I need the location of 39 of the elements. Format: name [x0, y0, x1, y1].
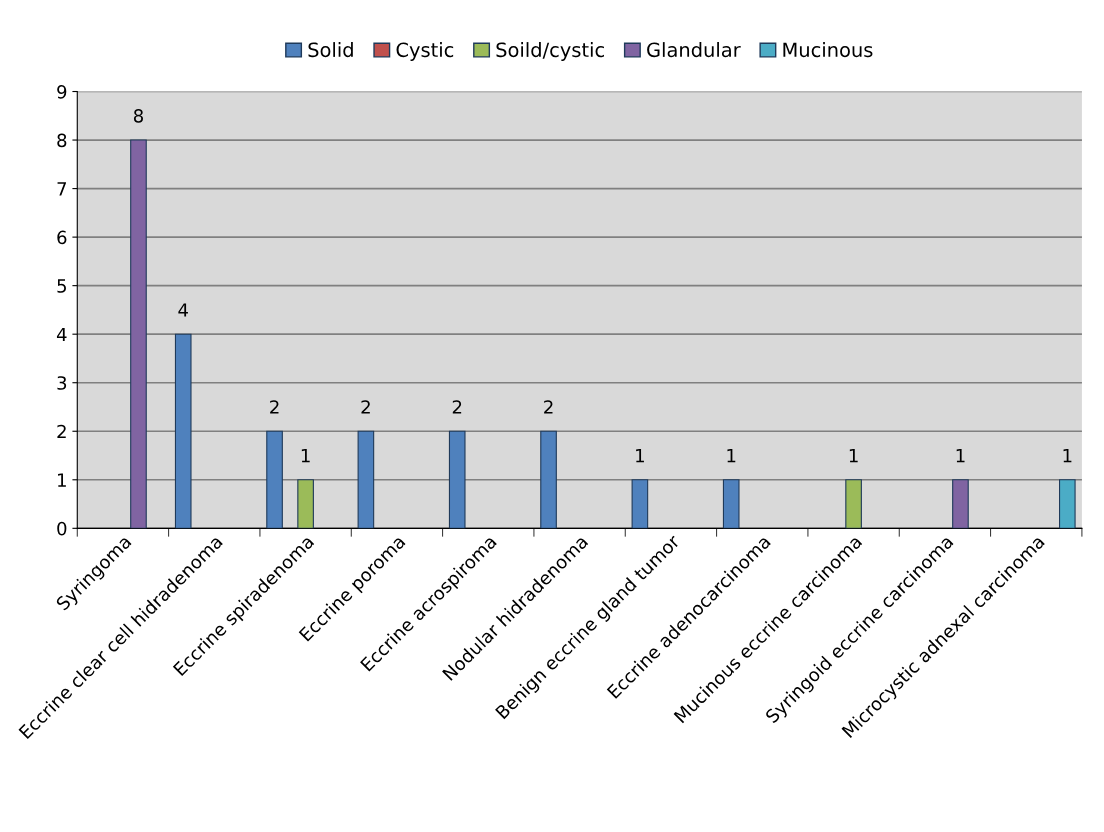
bar: [297, 479, 314, 529]
y-tick-label: 4: [56, 327, 67, 342]
data-label: 2: [544, 400, 553, 414]
bar: [952, 479, 969, 529]
data-label: 8: [133, 109, 143, 123]
y-tick-label: 3: [57, 376, 67, 390]
data-label: 2: [452, 400, 462, 414]
data-label: 2: [270, 400, 279, 414]
bar: [448, 430, 466, 529]
legend-label: Glandular: [647, 42, 741, 58]
y-tick-label: 7: [57, 182, 67, 196]
data-label: 1: [849, 448, 858, 463]
y-tick-label: 2: [57, 424, 66, 439]
bar: [845, 479, 862, 529]
legend-label: Cystic: [396, 42, 454, 61]
bar: [266, 430, 283, 529]
data-label: 1: [956, 448, 965, 463]
data-label: 1: [301, 448, 310, 463]
bar: [540, 430, 557, 529]
bar: [174, 333, 192, 529]
data-label: 4: [178, 303, 188, 317]
y-tick-label: 1: [58, 473, 66, 487]
y-tick-label: 0: [57, 521, 67, 536]
legend-label: Soild/cystic: [496, 42, 604, 61]
data-label: 1: [727, 448, 736, 463]
legend-label: Solid: [308, 42, 353, 58]
data-label: 2: [361, 400, 370, 414]
bar: [722, 479, 740, 529]
bar: [130, 139, 147, 529]
y-tick-label: 9: [57, 84, 67, 99]
bar: [631, 479, 649, 529]
bar: [1058, 479, 1076, 529]
bar: [357, 430, 375, 529]
y-tick-label: 6: [57, 230, 67, 245]
data-label: 1: [1063, 448, 1072, 463]
y-tick-label: 5: [57, 279, 66, 293]
data-label: 1: [636, 448, 644, 463]
legend-label: Mucinous: [783, 42, 873, 58]
y-tick-label: 8: [57, 133, 67, 148]
